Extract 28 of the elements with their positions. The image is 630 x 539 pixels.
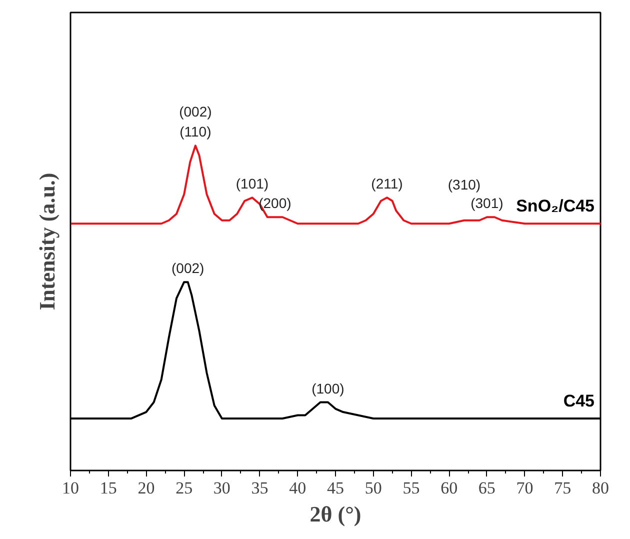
annotation: (002) xyxy=(172,260,204,276)
annotation: (101) xyxy=(236,176,269,192)
x-axis-title: 2θ (°) xyxy=(310,502,362,526)
x-tick-label: 55 xyxy=(402,478,420,498)
x-tick-label: 60 xyxy=(440,478,458,498)
x-tick-label: 25 xyxy=(176,478,193,498)
series-label: SnO₂/C45 xyxy=(516,196,595,216)
y-axis-title: Intensity (a.u.) xyxy=(34,172,60,310)
x-tick-label: 65 xyxy=(478,478,496,498)
annotation: (310) xyxy=(448,176,481,192)
x-tick-label: 10 xyxy=(62,478,79,498)
annotation: (211) xyxy=(371,176,403,192)
annotation: (100) xyxy=(312,380,344,396)
annotation: (002) xyxy=(179,104,212,120)
x-tick-label: 15 xyxy=(100,478,117,498)
x-tick-label: 35 xyxy=(251,478,268,498)
annotation: (200) xyxy=(258,195,292,212)
x-tick-label: 70 xyxy=(516,478,534,498)
x-tick-label: 30 xyxy=(213,478,230,498)
x-tick-label: 50 xyxy=(364,478,382,498)
series-label: C45 xyxy=(563,392,594,411)
annotation: (301) xyxy=(470,195,504,212)
x-tick-label: 80 xyxy=(592,478,609,498)
x-tick-label: 20 xyxy=(138,478,155,498)
annotation: (110) xyxy=(180,124,212,140)
x-tick-label: 40 xyxy=(289,478,306,498)
x-tick-label: 45 xyxy=(327,478,344,498)
x-tick-label: 75 xyxy=(554,478,572,498)
